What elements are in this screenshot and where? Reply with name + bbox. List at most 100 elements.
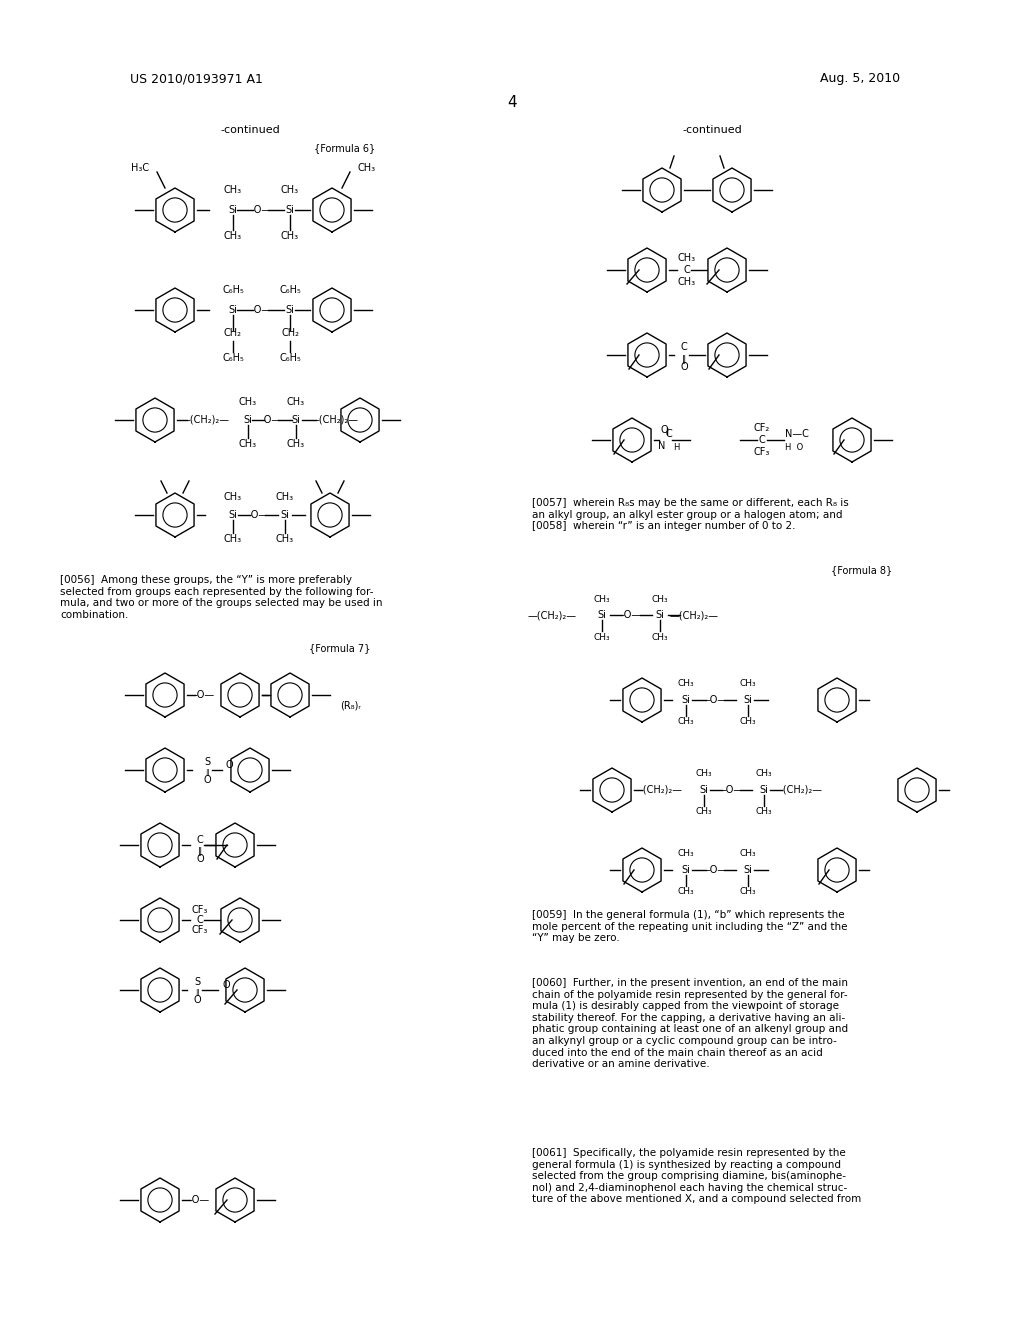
Text: H₃C: H₃C — [131, 162, 150, 173]
Text: —(CH₂)₂—: —(CH₂)₂— — [527, 610, 577, 620]
Text: [0060]  Further, in the present invention, an end of the main
chain of the polya: [0060] Further, in the present invention… — [532, 978, 848, 1069]
Text: CH₃: CH₃ — [678, 277, 696, 286]
Text: (R₈)ᵣ: (R₈)ᵣ — [340, 700, 360, 710]
Text: CH₃: CH₃ — [695, 808, 713, 817]
Text: CH₂: CH₂ — [281, 327, 299, 338]
Text: CH₃: CH₃ — [281, 231, 299, 242]
Text: CH₃: CH₃ — [224, 535, 242, 544]
Text: {Formula 8}: {Formula 8} — [830, 565, 892, 576]
Text: CH₃: CH₃ — [275, 535, 294, 544]
Text: Si: Si — [682, 696, 690, 705]
Text: —(CH₂)₂—: —(CH₂)₂— — [670, 610, 719, 620]
Text: CH₃: CH₃ — [739, 680, 757, 689]
Text: Si: Si — [699, 785, 709, 795]
Text: CH₃: CH₃ — [756, 808, 772, 817]
Text: S: S — [204, 756, 210, 767]
Text: CH₃: CH₃ — [739, 850, 757, 858]
Text: US 2010/0193971 A1: US 2010/0193971 A1 — [130, 73, 263, 84]
Text: CH₃: CH₃ — [678, 718, 694, 726]
Text: O: O — [222, 979, 229, 990]
Text: [0056]  Among these groups, the “Y” is more preferably
selected from groups each: [0056] Among these groups, the “Y” is mo… — [60, 576, 383, 620]
Text: —(CH₂)₂—: —(CH₂)₂— — [309, 414, 358, 425]
Text: H: H — [673, 444, 679, 453]
Text: C: C — [666, 429, 673, 440]
Text: —O—: —O— — [700, 696, 728, 705]
Text: —(CH₂)₂—: —(CH₂)₂— — [773, 785, 822, 795]
Text: [0059]  In the general formula (1), “b” which represents the
mole percent of the: [0059] In the general formula (1), “b” w… — [532, 909, 848, 944]
Text: Si: Si — [655, 610, 665, 620]
Text: C: C — [197, 836, 204, 845]
Text: H  O: H O — [784, 444, 803, 453]
Text: Si: Si — [286, 305, 295, 315]
Text: CF₂: CF₂ — [754, 422, 770, 433]
Text: Si: Si — [760, 785, 768, 795]
Text: S: S — [194, 977, 200, 987]
Text: —O—: —O— — [245, 205, 271, 215]
Text: ‖: ‖ — [682, 355, 686, 363]
Text: C: C — [681, 342, 687, 352]
Text: Si: Si — [228, 205, 238, 215]
Text: CH₃: CH₃ — [651, 594, 669, 603]
Text: CH₃: CH₃ — [275, 492, 294, 502]
Text: Si: Si — [244, 414, 253, 425]
Text: O: O — [660, 425, 668, 436]
Text: CH₃: CH₃ — [224, 185, 242, 195]
Text: N—C: N—C — [785, 429, 809, 440]
Text: CF₃: CF₃ — [191, 925, 208, 935]
Text: N: N — [658, 441, 666, 451]
Text: CH₃: CH₃ — [678, 253, 696, 263]
Text: —O—: —O— — [614, 610, 642, 620]
Text: Si: Si — [286, 205, 295, 215]
Text: C: C — [684, 265, 690, 275]
Text: Si: Si — [228, 510, 238, 520]
Text: C₆H₅: C₆H₅ — [280, 285, 301, 294]
Text: Si: Si — [598, 610, 606, 620]
Text: C: C — [197, 915, 204, 925]
Text: Si: Si — [228, 305, 238, 315]
Text: C₆H₅: C₆H₅ — [222, 285, 244, 294]
Text: {Formula 7}: {Formula 7} — [308, 643, 370, 653]
Text: —O—: —O— — [187, 690, 215, 700]
Text: O: O — [225, 760, 232, 770]
Text: O: O — [197, 854, 204, 865]
Text: CF₃: CF₃ — [754, 447, 770, 457]
Text: CH₃: CH₃ — [594, 632, 610, 642]
Text: —O—: —O— — [700, 865, 728, 875]
Text: —(CH₂)₂—: —(CH₂)₂— — [180, 414, 229, 425]
Text: —O—: —O— — [254, 414, 282, 425]
Text: ‖: ‖ — [196, 989, 199, 995]
Text: [0061]  Specifically, the polyamide resin represented by the
general formula (1): [0061] Specifically, the polyamide resin… — [532, 1148, 861, 1204]
Text: CH₃: CH₃ — [239, 397, 257, 407]
Text: Aug. 5, 2010: Aug. 5, 2010 — [820, 73, 900, 84]
Text: Si: Si — [682, 865, 690, 875]
Text: CH₃: CH₃ — [651, 632, 669, 642]
Text: —O—: —O— — [245, 305, 271, 315]
Text: CH₃: CH₃ — [739, 718, 757, 726]
Text: CH₃: CH₃ — [756, 770, 772, 779]
Text: O: O — [203, 775, 211, 785]
Text: CH₃: CH₃ — [695, 770, 713, 779]
Text: C: C — [759, 436, 765, 445]
Text: O: O — [680, 362, 688, 372]
Text: Si: Si — [281, 510, 290, 520]
Text: [0057]  wherein R₈s may be the same or different, each R₈ is
an alkyl group, an : [0057] wherein R₈s may be the same or di… — [532, 498, 849, 531]
Text: CH₃: CH₃ — [239, 440, 257, 449]
Text: CH₃: CH₃ — [739, 887, 757, 896]
Text: CH₃: CH₃ — [287, 397, 305, 407]
Text: -continued: -continued — [220, 125, 280, 135]
Text: CH₃: CH₃ — [594, 594, 610, 603]
Text: CF₃: CF₃ — [191, 906, 208, 915]
Text: C₆H₅: C₆H₅ — [280, 352, 301, 363]
Text: ‖: ‖ — [205, 768, 209, 776]
Text: CH₂: CH₂ — [224, 327, 242, 338]
Text: {Formula 6}: {Formula 6} — [313, 143, 375, 153]
Text: —O—: —O— — [182, 1195, 210, 1205]
Text: 4: 4 — [507, 95, 517, 110]
Text: CH₃: CH₃ — [287, 440, 305, 449]
Text: O: O — [194, 995, 201, 1005]
Text: ‖: ‖ — [198, 846, 202, 855]
Text: CH₃: CH₃ — [224, 492, 242, 502]
Text: CH₃: CH₃ — [224, 231, 242, 242]
Text: CH₃: CH₃ — [281, 185, 299, 195]
Text: CH₃: CH₃ — [678, 680, 694, 689]
